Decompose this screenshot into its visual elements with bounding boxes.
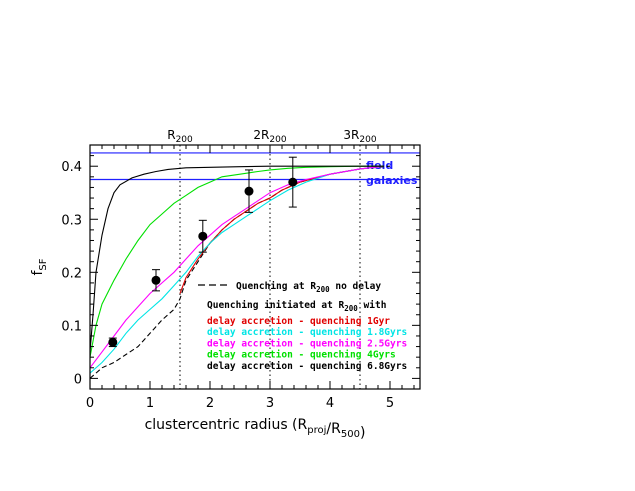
field-band: field galaxies bbox=[90, 152, 420, 187]
y-tick-label-3: 0.3 bbox=[61, 213, 82, 228]
y-tick-label-1: 0.1 bbox=[61, 319, 82, 334]
legend-dash-label: Quenching at R200 no delay bbox=[236, 281, 381, 294]
vline-label-2: 2R200 bbox=[253, 128, 286, 145]
y-tick-label-2: 0.2 bbox=[61, 266, 82, 281]
legend: Quenching at R200 no delay Quenching init… bbox=[198, 281, 407, 372]
x-tick-label-4: 4 bbox=[326, 396, 334, 411]
data-point-3 bbox=[198, 231, 208, 241]
data-points bbox=[108, 156, 298, 348]
legend-entry-1: delay accretion - quenching 1Gyr bbox=[207, 316, 390, 327]
data-point-5 bbox=[288, 177, 298, 187]
series-line-3 bbox=[90, 165, 385, 374]
data-point-4 bbox=[244, 186, 254, 196]
series-line-6 bbox=[90, 165, 384, 352]
series-line-1 bbox=[90, 165, 391, 379]
series-line-5 bbox=[90, 165, 384, 358]
legend-entry-5: delay accretion - quenching 6.8Gyrs bbox=[207, 361, 407, 372]
series-line-2 bbox=[179, 165, 385, 294]
data-point-2 bbox=[151, 275, 161, 285]
series-line-4 bbox=[90, 165, 385, 369]
legend-header: Quenching initiated at R200 with bbox=[207, 300, 386, 313]
data-point-1 bbox=[108, 337, 118, 347]
x-axis-title: clustercentric radius (Rproj/R500) bbox=[145, 417, 366, 441]
x-tick-label-0: 0 bbox=[86, 396, 94, 411]
x-tick-label-2: 2 bbox=[206, 396, 214, 411]
y-tick-label-4: 0.4 bbox=[61, 160, 82, 175]
x-tick-label-5: 5 bbox=[386, 396, 394, 411]
y-tick-label-0: 0 bbox=[74, 372, 82, 387]
plot-frame bbox=[89, 144, 421, 390]
x-tick-label-3: 3 bbox=[266, 396, 274, 411]
vline-label-3: 3R200 bbox=[343, 128, 376, 145]
legend-entry-3: delay accretion - quenching 2.5Gyrs bbox=[207, 338, 407, 349]
x-tick-label-1: 1 bbox=[146, 396, 154, 411]
legend-entry-4: delay accretion - quenching 4Gyrs bbox=[207, 350, 396, 361]
r200-markers: R200 2R200 3R200 bbox=[167, 128, 377, 389]
legend-entry-2: delay accretion - quenching 1.8Gyrs bbox=[207, 327, 407, 338]
series-lines bbox=[90, 165, 391, 379]
axes: 0 1 2 3 4 5 0 0.1 0.2 0.3 0.4 clustercentric radius… bbox=[30, 144, 421, 441]
vline-label-1: R200 bbox=[167, 128, 193, 145]
galaxies-label: galaxies bbox=[366, 174, 418, 187]
field-label: field bbox=[366, 159, 393, 172]
y-axis-title: fSF bbox=[30, 258, 49, 275]
